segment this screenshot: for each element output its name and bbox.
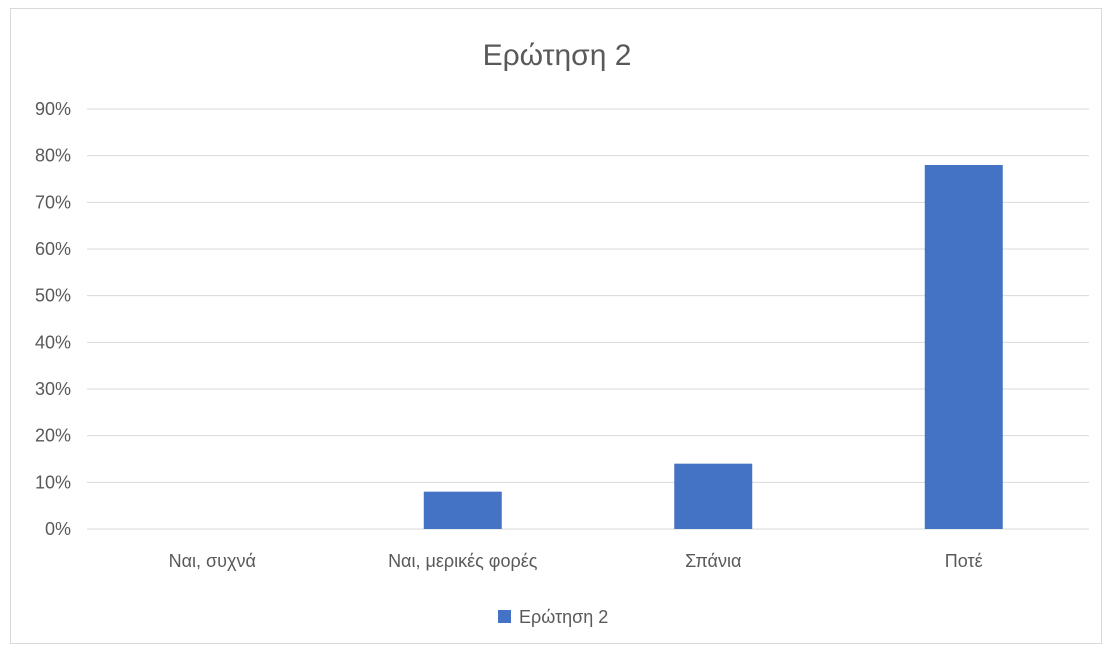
- x-category-label: Ποτέ: [945, 551, 983, 571]
- y-tick-label: 60%: [35, 239, 71, 259]
- chart-title: Ερώτηση 2: [483, 39, 632, 72]
- bars: [423, 165, 1003, 529]
- y-tick-label: 90%: [35, 99, 71, 119]
- bar: [674, 463, 753, 529]
- legend-swatch: [498, 610, 511, 623]
- y-axis-tick-labels: 0% 10% 20% 30% 40% 50% 60% 70% 80% 90%: [35, 99, 71, 539]
- y-tick-label: 20%: [35, 426, 71, 446]
- y-tick-label: 80%: [35, 146, 71, 166]
- gridlines: [87, 108, 1089, 530]
- x-axis-category-labels: Ναι, συχνά Ναι, μερικές φορές Σπάνια Ποτέ: [169, 551, 983, 571]
- legend-label: Ερώτηση 2: [519, 607, 608, 627]
- y-tick-label: 30%: [35, 379, 71, 399]
- bar: [423, 491, 502, 529]
- y-tick-label: 0%: [45, 519, 71, 539]
- legend: Ερώτηση 2: [498, 607, 608, 627]
- y-tick-label: 10%: [35, 472, 71, 492]
- y-tick-label: 70%: [35, 192, 71, 212]
- y-tick-label: 40%: [35, 332, 71, 352]
- x-category-label: Ναι, μερικές φορές: [388, 551, 538, 571]
- bar-chart: Ερώτηση 2 0%10%20%30%40%50%60%70%80%90% …: [35, 39, 1089, 627]
- chart-frame: Ερώτηση 2 0% 10% 20% 30% 40% 50% 60% 70% 80% 90% …: [10, 8, 1102, 644]
- x-category-label: Ναι, συχνά: [169, 551, 256, 571]
- bar: [924, 165, 1003, 529]
- y-tick-label: 50%: [35, 286, 71, 306]
- x-category-label: Σπάνια: [685, 551, 741, 571]
